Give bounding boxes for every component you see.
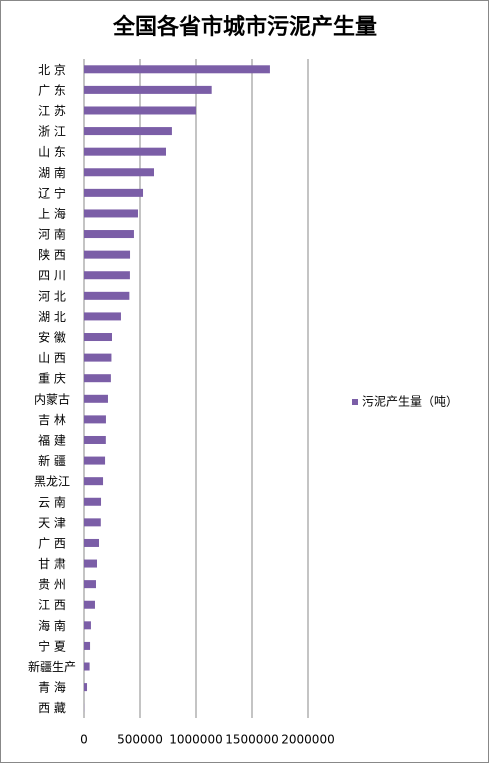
bar bbox=[84, 209, 138, 218]
x-tick-label: 1000000 bbox=[169, 733, 222, 747]
bar bbox=[84, 641, 91, 650]
bar bbox=[84, 230, 134, 239]
y-tick-label: 宁 夏 bbox=[38, 638, 66, 653]
x-tick-label: 1500000 bbox=[225, 733, 278, 747]
y-tick-label: 广 东 bbox=[38, 83, 66, 97]
bar bbox=[84, 621, 91, 630]
y-tick-label: 山 西 bbox=[38, 351, 66, 365]
bar bbox=[84, 291, 130, 300]
y-tick-label: 海 南 bbox=[38, 618, 66, 633]
bar bbox=[84, 559, 97, 568]
bar bbox=[84, 65, 270, 74]
bar bbox=[84, 168, 154, 177]
bar bbox=[84, 127, 172, 136]
bar bbox=[84, 497, 102, 506]
y-tick-label: 天 津 bbox=[38, 516, 66, 530]
y-tick-label: 黑龙江 bbox=[34, 475, 70, 489]
bar bbox=[84, 415, 106, 424]
bar bbox=[84, 477, 104, 486]
y-tick-label: 湖 北 bbox=[38, 309, 66, 324]
bar bbox=[84, 518, 101, 527]
bar bbox=[84, 538, 100, 547]
bar bbox=[84, 600, 95, 609]
y-tick-label: 新疆生产 bbox=[28, 659, 76, 674]
y-tick-label: 辽 宁 bbox=[38, 185, 66, 200]
y-tick-label: 北 京 bbox=[38, 63, 66, 77]
y-tick-label: 江 西 bbox=[38, 598, 66, 612]
chart-title: 全国各省市城市污泥产生量 bbox=[112, 14, 377, 40]
y-tick-label: 河 北 bbox=[38, 289, 66, 303]
x-tick-label: 500000 bbox=[117, 733, 163, 747]
x-tick-label: 2000000 bbox=[281, 733, 334, 747]
bar bbox=[84, 456, 106, 465]
y-tick-label: 西 藏 bbox=[38, 701, 66, 715]
y-tick-label: 安 徽 bbox=[38, 330, 66, 345]
y-tick-label: 广 西 bbox=[38, 536, 66, 550]
bar bbox=[84, 662, 90, 671]
bar bbox=[84, 435, 106, 444]
bar bbox=[84, 394, 108, 403]
legend-label: 污泥产生量（吨） bbox=[362, 395, 458, 409]
bar bbox=[84, 250, 131, 259]
bar bbox=[84, 188, 144, 197]
y-tick-label: 江 苏 bbox=[38, 104, 66, 118]
y-tick-label: 福 建 bbox=[38, 432, 66, 447]
y-tick-label: 陕 西 bbox=[38, 247, 66, 262]
y-tick-label: 甘 肃 bbox=[38, 557, 66, 571]
y-tick-label: 上 海 bbox=[38, 206, 66, 221]
bar bbox=[84, 353, 112, 362]
y-tick-label: 浙 江 bbox=[38, 125, 66, 139]
y-tick-label: 内蒙古 bbox=[34, 391, 70, 406]
bar bbox=[84, 333, 112, 342]
bar bbox=[84, 312, 121, 321]
y-tick-label: 四 川 bbox=[38, 269, 66, 283]
y-tick-label: 青 海 bbox=[38, 680, 66, 695]
y-tick-label: 山 东 bbox=[38, 145, 66, 159]
y-tick-label: 湖 南 bbox=[38, 165, 66, 180]
y-tick-label: 河 南 bbox=[38, 227, 66, 242]
bar bbox=[84, 683, 88, 692]
x-tick-label: 0 bbox=[80, 733, 88, 747]
legend-swatch bbox=[352, 399, 358, 405]
bar bbox=[84, 271, 130, 280]
bar bbox=[84, 580, 96, 589]
y-tick-label: 重 庆 bbox=[38, 372, 66, 386]
y-tick-label: 新 疆 bbox=[38, 453, 66, 468]
y-tick-label: 云 南 bbox=[38, 494, 66, 509]
y-tick-label: 吉 林 bbox=[38, 413, 66, 427]
y-tick-label: 贵 州 bbox=[38, 578, 66, 592]
bar bbox=[84, 106, 196, 115]
bar bbox=[84, 374, 111, 383]
bar bbox=[84, 147, 166, 156]
bar bbox=[84, 85, 212, 94]
